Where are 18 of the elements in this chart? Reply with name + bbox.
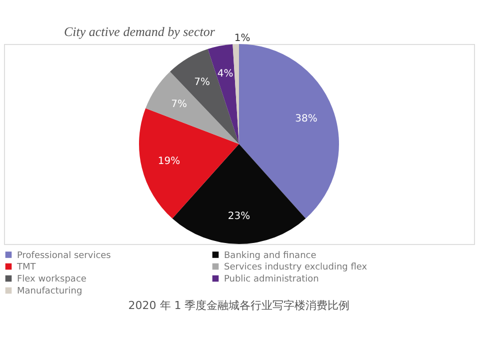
data-label: 23% xyxy=(228,211,250,222)
data-label: 38% xyxy=(295,113,318,124)
legend-label: TMT xyxy=(16,262,36,272)
text: 2020 年 1 季度金融城各行业写字楼消费比例 xyxy=(128,299,350,312)
data-label: 7% xyxy=(194,77,210,88)
legend-label: Public administration xyxy=(224,274,319,284)
legend-label: Banking and finance xyxy=(224,250,317,261)
data-label: 7% xyxy=(171,99,187,110)
legend-label: Flex workspace xyxy=(17,274,87,284)
pie-slice xyxy=(208,44,239,144)
data-label: 19% xyxy=(158,156,180,167)
data-label: 4% xyxy=(217,68,234,80)
pie-slice xyxy=(170,48,239,144)
legend-label: Services industry excluding flex xyxy=(224,262,368,272)
legend-label: Manufacturing xyxy=(17,286,82,296)
data-label: 1% xyxy=(234,33,250,44)
chart-title: City active demand by sector xyxy=(64,24,216,39)
legend-label: Professional services xyxy=(17,250,112,261)
